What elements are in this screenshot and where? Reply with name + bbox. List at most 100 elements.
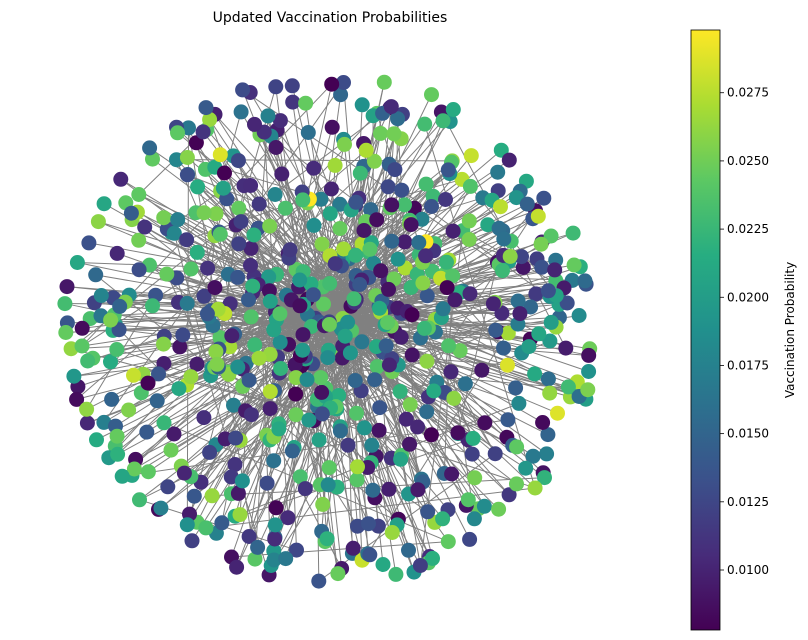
- network-node: [126, 367, 141, 383]
- network-node: [501, 152, 517, 168]
- network-node: [208, 206, 224, 222]
- network-node: [202, 112, 218, 127]
- network-node: [441, 338, 457, 354]
- network-node: [88, 267, 104, 283]
- network-node: [369, 359, 385, 375]
- network-node: [89, 432, 104, 448]
- network-node: [212, 147, 228, 163]
- network-node: [403, 280, 419, 295]
- network-node: [295, 192, 311, 208]
- network-node: [268, 79, 284, 95]
- network-node: [271, 421, 287, 437]
- network-node: [560, 379, 576, 395]
- network-node: [259, 475, 275, 491]
- network-node: [496, 340, 511, 356]
- network-node: [261, 269, 277, 285]
- network-node: [381, 281, 396, 297]
- network-node: [196, 205, 212, 221]
- network-node: [528, 286, 544, 302]
- network-node: [306, 217, 322, 233]
- network-node: [139, 424, 155, 440]
- network-node: [110, 446, 126, 462]
- network-node: [217, 165, 232, 181]
- edge: [376, 293, 494, 305]
- network-node: [306, 160, 322, 176]
- network-node: [418, 176, 434, 192]
- colorbar-tick-label: 0.0200: [727, 290, 769, 304]
- network-node: [362, 241, 378, 257]
- edge: [103, 82, 344, 423]
- network-node: [156, 210, 172, 226]
- network-node: [69, 391, 85, 407]
- colorbar-gradient: [690, 29, 721, 631]
- network-node: [137, 219, 153, 235]
- network-node: [415, 275, 431, 291]
- network-node: [247, 551, 263, 567]
- network-node: [500, 412, 516, 428]
- network-node: [112, 298, 128, 314]
- network-node: [387, 162, 403, 178]
- network-node: [74, 320, 90, 336]
- network-node: [508, 190, 524, 206]
- colorbar-tick-label: 0.0175: [727, 358, 769, 372]
- network-node: [311, 432, 327, 448]
- network-node: [547, 262, 563, 278]
- network-node: [435, 511, 451, 527]
- network-node: [300, 125, 316, 140]
- network-node: [577, 273, 593, 289]
- edge: [205, 487, 536, 529]
- network-node: [190, 179, 206, 195]
- network-node: [354, 97, 370, 113]
- network-node: [314, 384, 330, 400]
- network-node: [542, 385, 558, 401]
- network-node: [410, 419, 426, 435]
- network-node: [371, 422, 387, 438]
- network-node: [199, 306, 215, 322]
- network-node: [445, 102, 461, 117]
- network-node: [292, 298, 308, 314]
- network-node: [324, 76, 340, 92]
- network-node: [57, 296, 73, 312]
- network-node: [189, 244, 205, 260]
- network-node: [450, 425, 466, 441]
- network-node: [284, 78, 300, 94]
- network-node: [332, 221, 348, 236]
- network-node: [121, 402, 137, 418]
- colorbar-tick-label: 0.0150: [727, 427, 769, 441]
- network-node: [320, 350, 336, 366]
- network-node: [417, 116, 433, 132]
- edge: [118, 329, 180, 389]
- network-node: [198, 520, 214, 536]
- network-node: [373, 263, 389, 279]
- network-node: [188, 135, 204, 151]
- network-node: [166, 225, 182, 241]
- network-node: [336, 241, 352, 257]
- network-node: [207, 280, 223, 296]
- network-node: [439, 254, 454, 270]
- network-node: [299, 372, 315, 388]
- network-node: [93, 288, 109, 303]
- network-node: [487, 446, 503, 462]
- network-node: [132, 492, 147, 508]
- network-node: [233, 104, 249, 120]
- network-node: [332, 423, 348, 439]
- network-node: [113, 171, 129, 187]
- network-node: [69, 255, 85, 270]
- network-node: [231, 200, 247, 216]
- network-node: [247, 116, 262, 132]
- network-node: [295, 342, 311, 358]
- colorbar: 0.0100 0.0125 0.0150 0.0175 0.0200 0.0225 0.02…: [690, 29, 797, 631]
- network-node: [145, 298, 160, 314]
- network-node: [103, 354, 118, 370]
- network-node: [278, 551, 294, 567]
- network-node: [262, 401, 278, 417]
- network-node: [496, 231, 512, 247]
- edge: [220, 106, 392, 235]
- network-node: [267, 187, 283, 202]
- network-node: [571, 308, 587, 323]
- network-node: [231, 236, 247, 252]
- network-node: [509, 439, 525, 455]
- network-node: [419, 288, 435, 304]
- network-node: [142, 140, 158, 156]
